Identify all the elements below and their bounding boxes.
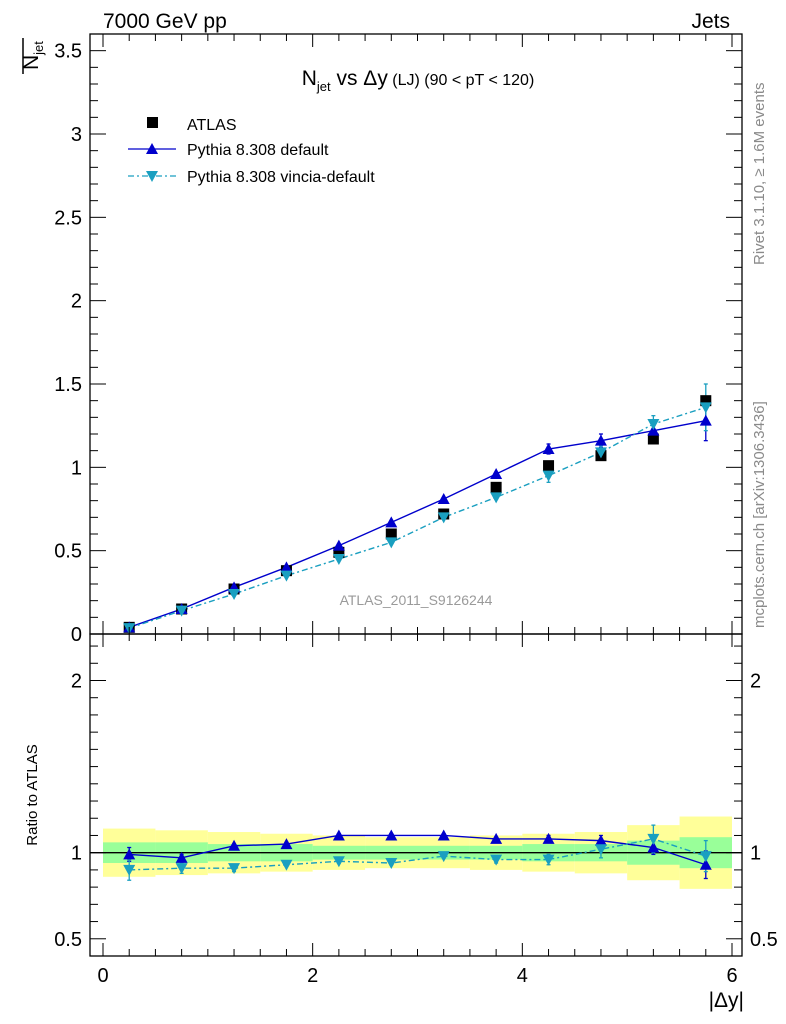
data-point <box>699 402 712 414</box>
y-tick-label: 1 <box>71 457 82 479</box>
analysis-watermark: ATLAS_2011_S9126244 <box>340 592 493 608</box>
data-point <box>647 419 660 430</box>
legend-marker-vincia <box>146 171 158 182</box>
y-tick-label: 2.5 <box>54 207 82 229</box>
legend-marker-atlas <box>147 117 158 128</box>
ratio-data-point <box>699 858 712 870</box>
ratio-data-point <box>175 851 188 863</box>
data-point <box>647 424 660 436</box>
ratio-y-tick-label-right: 0.5 <box>750 929 778 951</box>
ratio-data-point <box>490 832 503 844</box>
data-point <box>333 546 345 558</box>
ratio-data-point <box>123 864 136 876</box>
ratio-series-line <box>129 834 707 866</box>
data-point <box>542 470 555 482</box>
data-point <box>332 539 345 551</box>
title-small: (LJ) (90 < pT < 120) <box>388 72 534 89</box>
ratio-data-point <box>647 833 660 845</box>
title-rest: vs Δy <box>331 67 389 90</box>
ratio-data-point <box>228 839 241 851</box>
data-point <box>490 492 503 504</box>
data-point <box>490 468 503 479</box>
data-point <box>228 589 241 600</box>
ratio-y-tick-label-right: 2 <box>750 670 761 692</box>
data-point <box>385 516 398 528</box>
data-point <box>385 528 397 540</box>
data-point <box>332 554 345 565</box>
ratio-y-tick-label-left: 0.5 <box>54 929 82 951</box>
data-point <box>647 433 659 445</box>
ratio-data-point <box>437 851 450 863</box>
legend-label-vincia: Pythia 8.308 vincia-default <box>187 169 375 186</box>
side-text-rivet: Rivet 3.1.10, ≥ 1.6M events <box>751 83 768 266</box>
ratio-data-point <box>594 844 607 856</box>
ratio-y-axis-label: Ratio to ATLAS <box>24 744 41 845</box>
x-axis-label: |Δy| <box>709 989 744 1012</box>
top-panel-y-axis-label: Njet <box>20 38 46 74</box>
legend-marker-default <box>146 143 158 154</box>
ratio-data-point <box>280 859 293 871</box>
legend-label-default: Pythia 8.308 default <box>187 142 329 159</box>
svg-text:Njet: Njet <box>20 41 46 70</box>
series-line <box>128 406 707 629</box>
header-left: 7000 GeV pp <box>103 10 227 33</box>
data-point <box>490 481 502 493</box>
ylabel-sub: jet <box>31 41 46 56</box>
side-text-mcplots: mcplots.cern.ch [arXiv:1306.3436] <box>751 401 768 628</box>
title-sub: jet <box>316 79 331 94</box>
ratio-data-point <box>280 838 293 850</box>
ratio-data-point <box>647 841 660 853</box>
y-tick-label: 3 <box>71 124 82 146</box>
data-point <box>699 414 712 426</box>
y-tick-label: 3.5 <box>54 41 82 63</box>
ratio-data-point <box>385 858 398 870</box>
data-point <box>175 605 188 617</box>
series-line <box>128 419 706 628</box>
x-tick-label: 4 <box>517 965 528 987</box>
title-main: N <box>302 67 317 90</box>
ratio-data-point <box>490 854 503 866</box>
legend-label-atlas: ATLAS <box>187 117 237 134</box>
ratio-data-point <box>332 856 345 868</box>
ylabel-main: N <box>20 55 43 70</box>
ratio-panel-frame <box>89 633 743 957</box>
ratio-data-point <box>437 829 450 841</box>
ratio-y-tick-label-left: 2 <box>71 670 82 692</box>
header-right: Jets <box>691 10 730 33</box>
legend: ATLAS Pythia 8.308 default Pythia 8.308 … <box>128 117 375 186</box>
data-point <box>280 561 293 573</box>
y-tick-label: 0 <box>71 624 82 646</box>
data-point <box>543 460 555 472</box>
data-point <box>700 395 712 407</box>
data-point <box>594 447 607 459</box>
data-point <box>594 434 607 446</box>
ratio-data-point <box>228 863 241 875</box>
ratio-data-point <box>542 854 555 866</box>
ratio-data-point <box>699 851 712 863</box>
data-point <box>437 512 450 524</box>
ratio-data-point <box>594 834 607 846</box>
y-tick-label: 1.5 <box>54 374 82 396</box>
chart-title: Njet vs Δy (LJ) (90 < pT < 120) <box>302 67 535 94</box>
data-point <box>437 493 450 504</box>
x-tick-label: 0 <box>97 965 108 987</box>
ratio-data-point <box>123 848 136 860</box>
x-tick-label: 2 <box>307 965 318 987</box>
data-point <box>280 570 293 582</box>
ratio-y-tick-label-right: 1 <box>750 843 761 865</box>
y-tick-label: 0.5 <box>54 541 82 563</box>
data-point <box>385 537 398 549</box>
ratio-data-point <box>385 829 398 841</box>
ratio-data-point <box>332 829 345 841</box>
ratio-data-point <box>175 863 188 875</box>
data-point <box>542 443 555 454</box>
x-tick-label: 6 <box>726 965 737 987</box>
ratio-data-point <box>542 832 555 844</box>
y-tick-label: 2 <box>71 291 82 313</box>
ratio-y-tick-label-left: 1 <box>71 843 82 865</box>
